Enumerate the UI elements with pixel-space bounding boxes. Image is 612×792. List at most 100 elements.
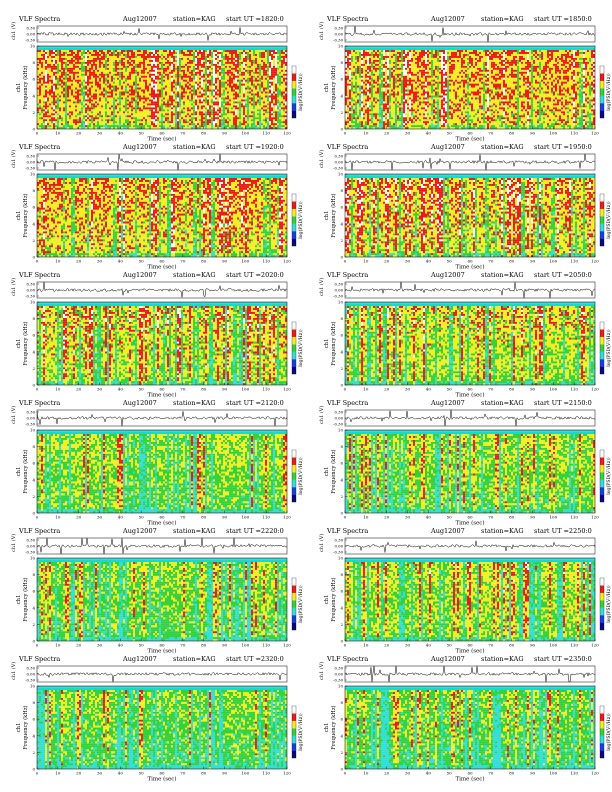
- time-tick-label: 30: [405, 131, 411, 136]
- colorbar-segment: [600, 194, 604, 202]
- freq-tick-label: 8: [32, 572, 35, 577]
- time-tick-label: 10: [363, 643, 369, 648]
- freq-tick-label: 8: [32, 316, 35, 321]
- freq-tick-label: 10: [30, 556, 36, 561]
- time-tick-label: 70: [488, 771, 494, 776]
- freq-tick-label: 8: [340, 572, 343, 577]
- time-tick-label: 60: [467, 131, 473, 136]
- colorbar-segment: [292, 111, 296, 119]
- time-tick-label: 30: [97, 515, 103, 520]
- time-tick-label: 40: [118, 387, 124, 392]
- freq-axis-label: Frequency (kHz): [22, 321, 29, 365]
- waveform-tick-label: 0.00: [27, 544, 36, 549]
- freq-tick-label: 4: [32, 477, 35, 482]
- channel-label: ch1: [324, 211, 330, 221]
- time-tick-label: 50: [139, 515, 145, 520]
- colorbar: [600, 194, 604, 246]
- colorbar-segment: [600, 480, 604, 488]
- colorbar-segment: [292, 450, 296, 458]
- colorbar-segment: [292, 96, 296, 104]
- time-tick-label: 60: [159, 771, 165, 776]
- time-tick-label: 60: [159, 387, 165, 392]
- colorbar-segment: [600, 600, 604, 608]
- waveform-tick-label: 0.00: [27, 160, 36, 165]
- waveform-tick-label: 0.00: [335, 288, 344, 293]
- colorbar: [292, 322, 296, 374]
- freq-tick-label: 6: [32, 333, 35, 338]
- time-tick-label: 0: [344, 259, 347, 264]
- colorbar-segment: [600, 73, 604, 81]
- colorbar-segment: [292, 713, 296, 721]
- time-tick-label: 100: [550, 131, 558, 136]
- time-tick-label: 20: [384, 515, 390, 520]
- time-tick-label: 90: [222, 771, 228, 776]
- colorbar-segment: [292, 194, 296, 202]
- freq-tick-label: 10: [30, 172, 36, 177]
- time-tick-label: 40: [426, 259, 432, 264]
- vlf-panel-3: VLF Spectra Aug12007 station=KAG start UT =…: [313, 143, 612, 271]
- colorbar-segment: [292, 359, 296, 367]
- time-axis-label: Time (sec): [147, 776, 176, 783]
- vlf-panel-1: VLF Spectra Aug12007 station=KAG start UT =…: [313, 15, 612, 143]
- time-tick-label: 0: [344, 387, 347, 392]
- time-tick-label: 40: [118, 771, 124, 776]
- time-tick-label: 10: [363, 771, 369, 776]
- waveform-tick-label: 0.30: [335, 282, 344, 287]
- time-tick-label: 10: [363, 387, 369, 392]
- freq-tick-label: 6: [340, 333, 343, 338]
- freq-tick-label: 10: [338, 300, 344, 305]
- colorbar-segment: [292, 465, 296, 473]
- time-tick-label: 100: [242, 515, 250, 520]
- colorbar-label: log(PSD(V²/Hz)): [605, 585, 612, 623]
- colorbar-segment: [292, 728, 296, 736]
- time-tick-label: 120: [283, 131, 291, 136]
- colorbar-segment: [292, 608, 296, 616]
- time-tick-label: 30: [97, 771, 103, 776]
- colorbar-segment: [292, 751, 296, 759]
- colorbar-segment: [292, 623, 296, 631]
- time-tick-label: 90: [222, 259, 228, 264]
- freq-tick-label: 4: [340, 733, 343, 738]
- colorbar-segment: [292, 352, 296, 360]
- waveform-tick-label: 0.00: [27, 32, 36, 37]
- colorbar-label: log(PSD(V²/Hz)): [297, 73, 304, 111]
- time-tick-label: 50: [139, 131, 145, 136]
- time-tick-label: 120: [283, 387, 291, 392]
- colorbar-segment: [600, 728, 604, 736]
- waveform-tick-label: 0.00: [335, 544, 344, 549]
- time-tick-label: 110: [570, 771, 578, 776]
- colorbar-segment: [292, 329, 296, 337]
- colorbar-segment: [292, 487, 296, 495]
- time-tick-label: 40: [426, 131, 432, 136]
- time-tick-label: 110: [262, 771, 270, 776]
- spectrogram-cells: [345, 46, 595, 129]
- time-tick-label: 100: [242, 131, 250, 136]
- colorbar-segment: [292, 231, 296, 239]
- time-tick-label: 60: [159, 643, 165, 648]
- freq-tick-label: 6: [32, 717, 35, 722]
- freq-axis-label: Frequency (kHz): [330, 705, 337, 749]
- vlf-panel-10: VLF Spectra Aug12007 station=KAG start UT =…: [5, 655, 305, 783]
- freq-tick-label: 8: [340, 188, 343, 193]
- waveform-tick-label: -0.30: [333, 38, 343, 43]
- time-tick-label: 60: [159, 515, 165, 520]
- colorbar-segment: [292, 66, 296, 74]
- time-tick-label: 100: [550, 259, 558, 264]
- time-tick-label: 20: [384, 131, 390, 136]
- time-tick-label: 90: [530, 643, 536, 648]
- colorbar-segment: [292, 103, 296, 111]
- time-tick-label: 100: [550, 515, 558, 520]
- time-tick-label: 60: [159, 131, 165, 136]
- time-tick-label: 0: [344, 643, 347, 648]
- freq-tick-label: 4: [340, 605, 343, 610]
- colorbar-segment: [600, 239, 604, 247]
- time-tick-label: 0: [344, 515, 347, 520]
- time-tick-label: 30: [405, 259, 411, 264]
- waveform-tick-label: -0.30: [25, 166, 35, 171]
- freq-tick-label: 2: [340, 494, 343, 499]
- time-tick-label: 110: [262, 643, 270, 648]
- time-tick-label: 90: [222, 387, 228, 392]
